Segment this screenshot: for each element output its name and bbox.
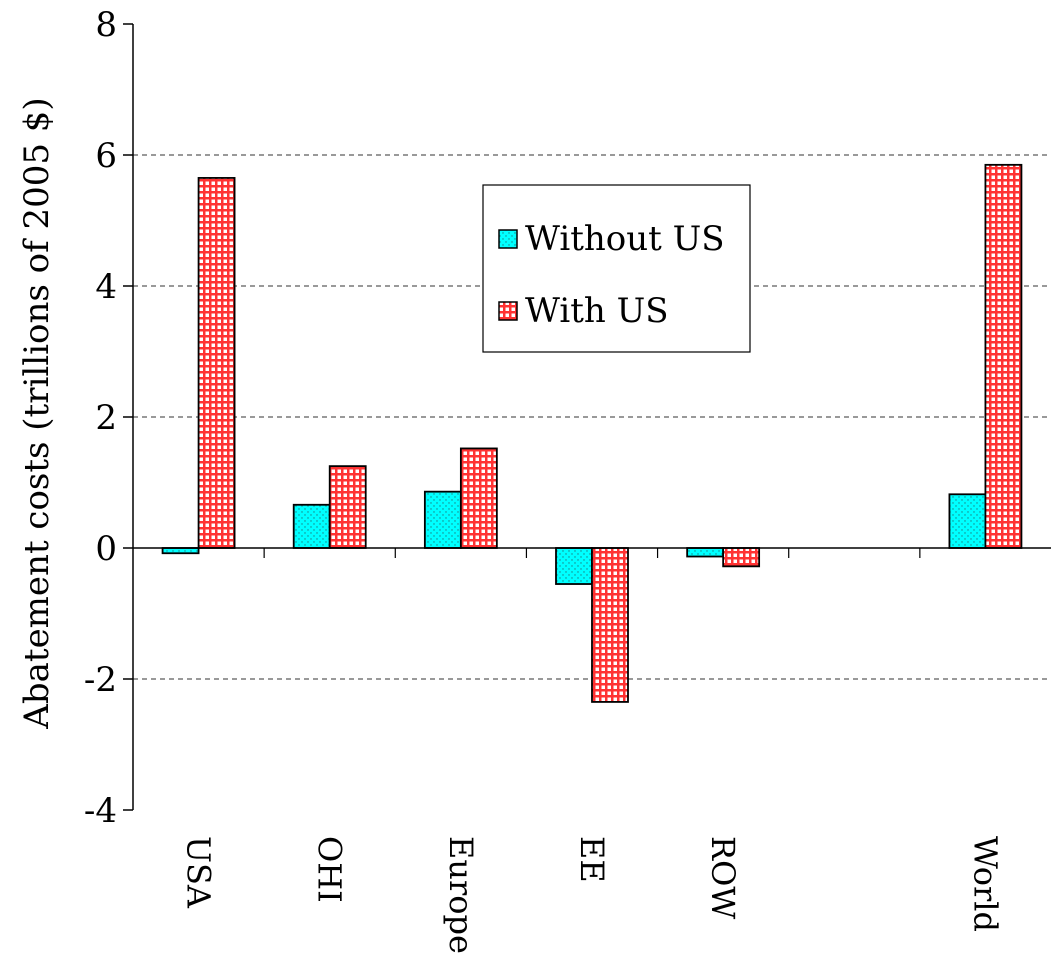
bar-with-us [459, 447, 498, 549]
y-axis-title: Abatement costs (trillions of 2005 $) [17, 97, 57, 729]
legend-label-without-us: Without US [525, 219, 725, 259]
bar-with-us [984, 163, 1023, 549]
bar-with-us [591, 547, 629, 703]
bar-without-us [161, 547, 200, 555]
y-tick-label: 6 [95, 136, 117, 176]
bar-with-us [328, 465, 367, 549]
y-tick-label: -2 [84, 660, 117, 700]
y-tick-label: 4 [95, 267, 117, 307]
category-label: Europe [442, 836, 480, 953]
axes [123, 23, 1051, 811]
category-label: USA [180, 836, 218, 909]
category-labels: USA OHI Europe EE ROW World [180, 836, 1005, 953]
y-tick-label: 2 [95, 398, 117, 438]
bar-without-us [555, 547, 593, 585]
category-label: ROW [704, 836, 742, 919]
bar-without-us [948, 493, 987, 549]
y-tick-labels: -4 -2 0 2 4 6 8 [84, 5, 117, 831]
category-label: EE [573, 836, 611, 883]
y-tick-label: 0 [95, 529, 117, 569]
bar-without-us [686, 547, 725, 558]
category-label: World [966, 836, 1004, 932]
legend: Without US With US [482, 184, 751, 353]
bar-without-us [423, 490, 462, 549]
legend-swatch-with-us [498, 301, 518, 321]
bar-with-us [197, 177, 236, 549]
legend-label-with-us: With US [525, 291, 669, 331]
legend-box [482, 184, 751, 353]
y-tick-label: -4 [84, 791, 117, 831]
legend-swatch-without-us [498, 229, 518, 249]
category-label: OHI [311, 836, 349, 903]
bar-with-us [722, 547, 761, 568]
y-tick-label: 8 [95, 5, 117, 45]
bar-without-us [292, 503, 331, 549]
